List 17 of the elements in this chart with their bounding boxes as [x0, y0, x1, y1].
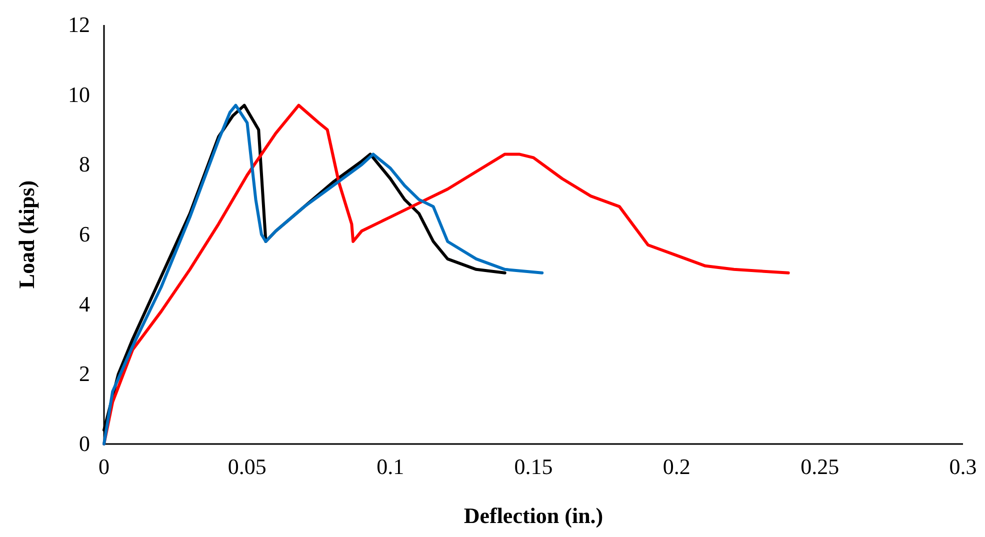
x-tick-label: 0.1: [376, 454, 404, 479]
y-tick-label: 0: [79, 431, 90, 456]
y-tick-label: 4: [79, 291, 90, 316]
x-tick-label: 0.25: [800, 454, 840, 479]
y-tick-label: 8: [79, 152, 90, 177]
y-axis-title: Load (kips): [14, 180, 39, 289]
x-tick-label: 0.05: [228, 454, 266, 479]
x-axis-title: Deflection (in.): [464, 503, 604, 528]
x-tick-label: 0: [98, 454, 110, 479]
y-tick-label: 10: [68, 82, 90, 107]
y-tick-label: 12: [68, 12, 90, 37]
y-tick-label: 6: [79, 222, 90, 246]
x-tick-label: 0.2: [662, 454, 690, 479]
line-series: [102, 104, 790, 446]
x-tick-label: 0.3: [949, 454, 977, 479]
x-tick-label: 0.15: [514, 454, 553, 479]
y-tick-label: 2: [79, 361, 90, 386]
